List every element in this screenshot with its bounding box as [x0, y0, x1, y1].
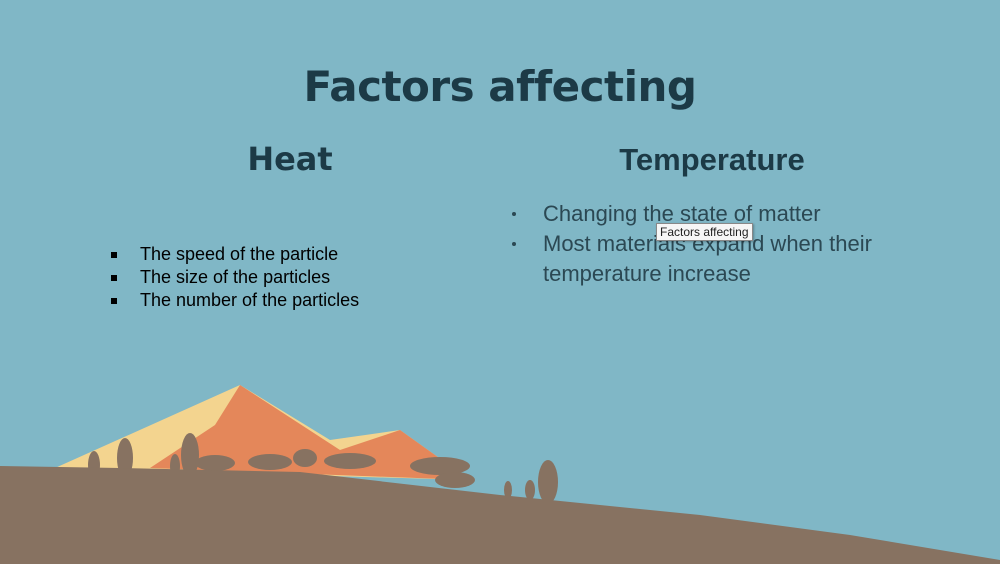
slide-title: Factors affecting — [303, 62, 697, 111]
bullet: The number of the particles — [110, 289, 359, 312]
bullet: The size of the particles — [110, 266, 359, 289]
ground — [0, 466, 1000, 564]
right-bullets: Changing the state of matter Most materi… — [510, 199, 910, 289]
trees — [88, 433, 558, 504]
tooltip: Factors affecting — [656, 223, 753, 241]
right-heading: Temperature — [619, 142, 805, 177]
bullet: The speed of the particle — [110, 243, 359, 266]
left-bullets: The speed of the particle The size of th… — [110, 243, 359, 312]
left-heading: Heat — [247, 140, 333, 178]
bullet: Changing the state of matter — [510, 199, 910, 229]
mountain-orange — [150, 385, 470, 480]
